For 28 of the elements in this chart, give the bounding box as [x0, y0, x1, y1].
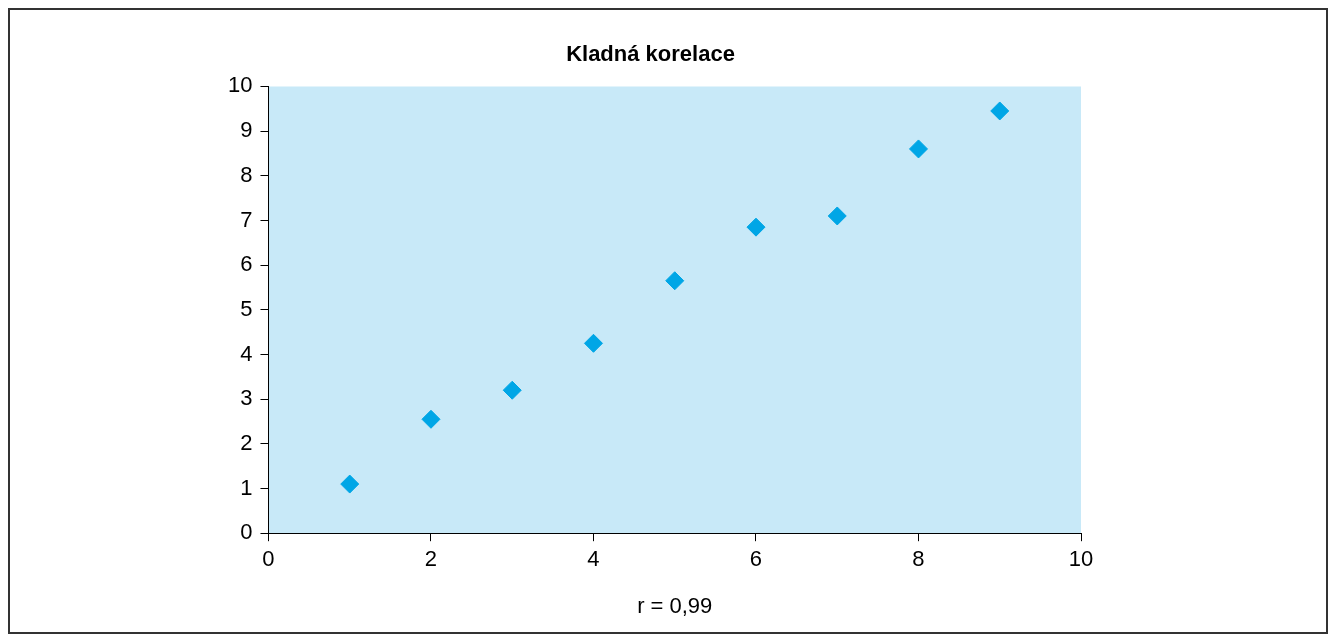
- y-tick-label: 6: [240, 251, 253, 277]
- y-tick-label: 9: [240, 117, 253, 143]
- x-tick-label: 8: [912, 546, 925, 572]
- x-tick-label: 10: [1068, 546, 1094, 572]
- y-tick-label: 0: [240, 519, 253, 545]
- y-tick-label: 3: [240, 385, 253, 411]
- y-tick-label: 4: [240, 340, 253, 366]
- y-tick-label: 5: [240, 295, 253, 321]
- point: [665, 271, 685, 291]
- point: [908, 139, 928, 159]
- point: [583, 333, 603, 353]
- point: [421, 409, 441, 429]
- x-tick-label: 6: [749, 546, 763, 572]
- y-tick-label: 7: [240, 206, 253, 232]
- y-tick-label: 8: [240, 161, 253, 187]
- y-tick-label: 2: [240, 429, 253, 455]
- x-tick-label: 4: [587, 546, 600, 572]
- point: [340, 474, 360, 494]
- point: [827, 206, 847, 226]
- chart-title: Kladná korelace: [566, 41, 735, 67]
- x-axis-title: r = 0,99: [637, 592, 713, 618]
- y-tick-label: 10: [227, 72, 253, 98]
- point: [990, 101, 1010, 121]
- x-tick-label: 0: [262, 546, 275, 572]
- x-tick-label: 2: [424, 546, 438, 572]
- point: [746, 217, 766, 237]
- point: [502, 380, 522, 400]
- y-tick-label: 1: [240, 474, 253, 500]
